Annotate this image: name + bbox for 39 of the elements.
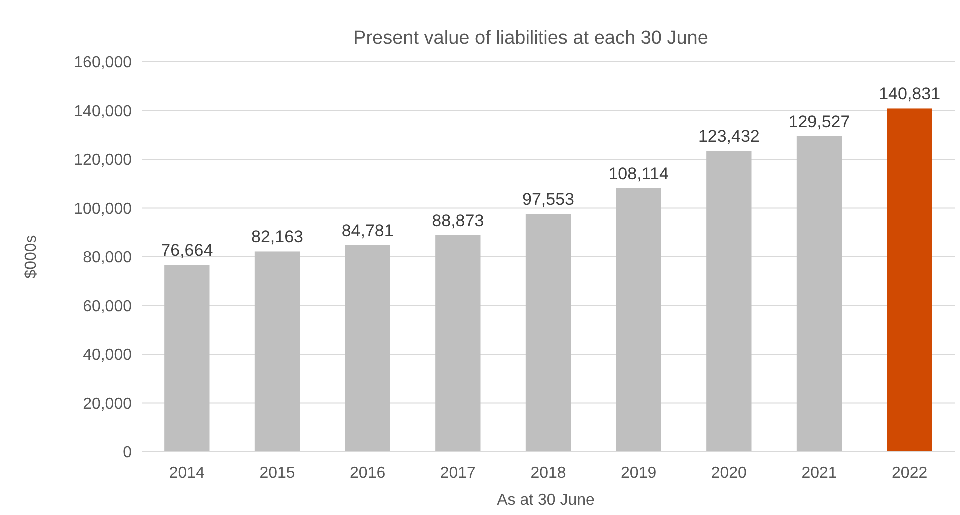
chart-title: Present value of liabilities at each 30 June	[354, 28, 708, 49]
bar	[706, 151, 752, 452]
data-label: 82,163	[252, 228, 304, 247]
data-label: 108,114	[608, 164, 669, 184]
x-tick-label: 2020	[711, 465, 748, 482]
y-tick-label: 140,000	[74, 103, 132, 120]
data-label: 129,527	[788, 112, 850, 132]
y-axis-title: $000s	[23, 235, 40, 279]
bar	[616, 188, 662, 452]
bar	[436, 235, 481, 452]
data-label: 88,873	[432, 211, 484, 230]
bar	[887, 108, 932, 452]
data-label: 84,781	[342, 221, 394, 240]
x-tick-label: 2018	[530, 465, 566, 482]
bar	[796, 136, 842, 452]
x-tick-label: 2019	[621, 465, 657, 482]
y-tick-label: 40,000	[83, 347, 132, 364]
x-tick-label: 2016	[350, 465, 386, 482]
x-tick-label: 2017	[440, 465, 476, 482]
x-tick-label: 2021	[802, 465, 838, 482]
y-tick-label: 120,000	[74, 152, 132, 170]
x-tick-label: 2022	[892, 465, 928, 482]
y-tick-label: 160,000	[74, 54, 132, 72]
data-label: 123,432	[698, 127, 760, 146]
y-tick-label: 60,000	[83, 298, 132, 316]
bar	[164, 265, 210, 452]
bar	[526, 214, 572, 452]
y-tick-label: 0	[123, 444, 132, 462]
bar	[345, 245, 390, 452]
bar	[254, 252, 300, 452]
x-tick-label: 2014	[169, 465, 206, 482]
data-label: 140,831	[879, 84, 941, 104]
data-label: 76,664	[161, 241, 214, 260]
x-tick-label: 2015	[260, 465, 296, 482]
y-tick-label: 100,000	[74, 200, 132, 218]
y-tick-label: 20,000	[83, 396, 132, 413]
data-label: 97,553	[522, 190, 574, 210]
x-axis-title: As at 30 June	[497, 492, 596, 509]
y-tick-label: 80,000	[83, 250, 132, 267]
